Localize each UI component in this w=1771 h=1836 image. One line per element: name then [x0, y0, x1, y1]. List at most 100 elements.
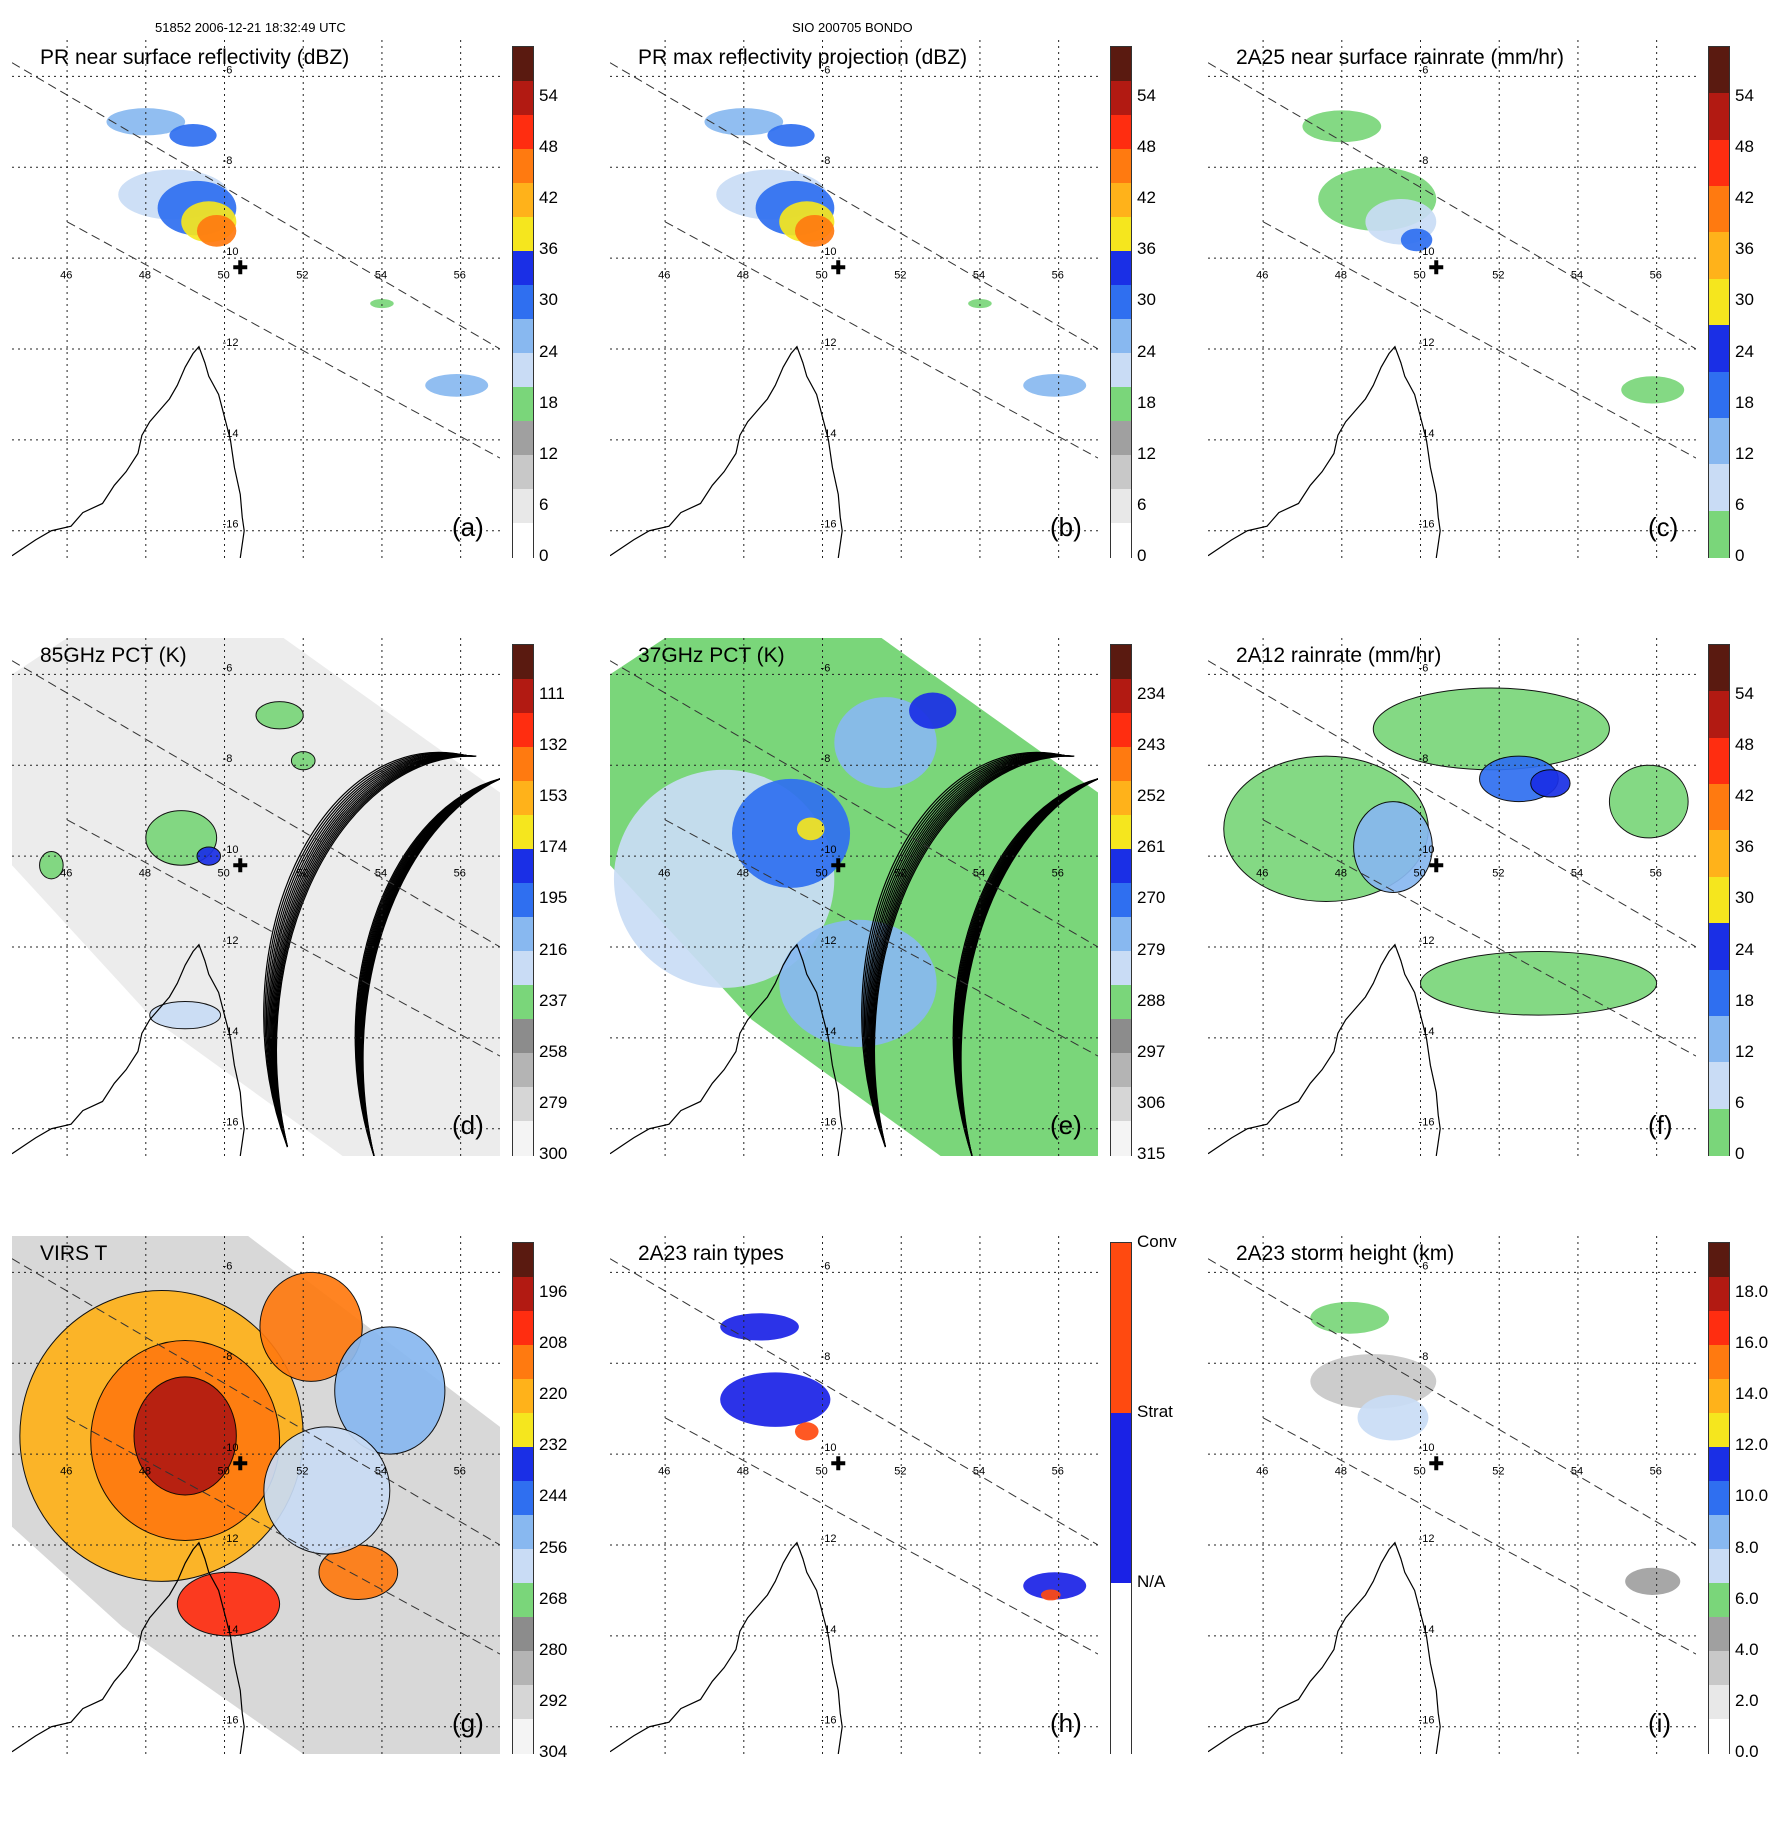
colorbar-tick: 18 [539, 392, 558, 412]
colorbar-segment [513, 1087, 533, 1122]
panel-letter: (a) [452, 512, 484, 542]
lat-label: -6 [223, 64, 233, 76]
rain-cell [779, 919, 937, 1047]
lat-label: -6 [1419, 64, 1429, 76]
scan-arc [269, 754, 472, 1148]
rain-cell [704, 108, 784, 136]
colorbar-segment [513, 985, 533, 1020]
rain-cell [1302, 110, 1382, 143]
colorbar-segment [1111, 815, 1131, 850]
colorbar-segment [513, 849, 533, 884]
lat-label: -12 [223, 1533, 239, 1545]
colorbar-tick: 270 [1137, 888, 1166, 908]
colorbar-tick: 279 [1137, 939, 1166, 959]
storm-center-marker [1429, 260, 1444, 275]
colorbar-tick: 42 [1137, 188, 1156, 208]
map-b: 46 48 50 52 54 56 -6 -8 -10 -12 -14 -16 [610, 40, 1098, 558]
scan-arc [263, 751, 469, 1148]
lon-label: 56 [1052, 868, 1064, 880]
panel-title: PR near surface reflectivity (dBZ) [40, 46, 350, 69]
lat-label: -10 [1419, 1442, 1435, 1454]
colorbar-segment [513, 81, 533, 116]
coastline [610, 1541, 843, 1754]
rain-cell [1372, 687, 1610, 771]
colorbar-segment [513, 319, 533, 354]
coastline [1208, 1541, 1441, 1754]
storm-center-marker [1429, 1456, 1444, 1471]
rain-cell [1625, 1567, 1681, 1595]
colorbar-tick: 36 [539, 239, 558, 259]
panel-h: 46 48 50 52 54 56 -6 -8 -10 -12 -14 -16 2A23 rain ty… [610, 1232, 1210, 1836]
lon-label: 52 [894, 270, 906, 282]
colorbar-segment [513, 645, 533, 680]
lat-label: -8 [1419, 753, 1429, 765]
swath-edge-south [664, 1417, 1098, 1655]
panel-d: 46 48 50 52 54 56 -6 -8 -10 -12 -14 -16 85GHz PCT (K… [12, 638, 612, 1238]
scan-arc [869, 754, 1071, 1148]
panel-title: PR max reflectivity projection (dBZ) [638, 46, 968, 69]
colorbar-segment [513, 1515, 533, 1550]
colorbar-segment [513, 1617, 533, 1652]
rain-cell [263, 1426, 391, 1555]
map-e: 46 48 50 52 54 56 -6 -8 -10 -12 -14 -16 [610, 638, 1098, 1156]
colorbar-segment [1709, 1549, 1729, 1584]
colorbar-tick: 252 [1137, 786, 1166, 806]
lon-label: 46 [1256, 1466, 1268, 1478]
colorbar-tick: 18 [1735, 392, 1754, 412]
rain-cell [334, 1326, 446, 1455]
colorbar-tick: 111 [539, 684, 565, 703]
colorbar-segment [1111, 1243, 1131, 1414]
colorbar-tick: 42 [1735, 188, 1754, 208]
colorbar-tick: 196 [539, 1282, 568, 1301]
colorbar-segment [1111, 985, 1131, 1020]
lat-label: -16 [223, 1715, 239, 1727]
scan-arc [275, 755, 477, 1148]
rain-cell [1310, 1301, 1390, 1334]
lon-label: 50 [1414, 868, 1426, 880]
lon-label: 46 [658, 868, 670, 880]
lon-label: 46 [60, 1466, 72, 1478]
colorbar-tick: 12.0 [1735, 1435, 1769, 1455]
colorbar-segment [1111, 849, 1131, 884]
lat-label: -14 [821, 1026, 837, 1038]
panel-title: 2A23 storm height (km) [1236, 1242, 1455, 1265]
colorbar-segment [1709, 464, 1729, 512]
colorbar-tick: 24 [1137, 341, 1156, 361]
colorbar-segment [513, 183, 533, 218]
storm-center-marker [831, 858, 846, 873]
swath-edge-north [12, 660, 500, 948]
lon-label: 52 [1492, 868, 1504, 880]
colorbar-segment [513, 489, 533, 524]
colorbar-segment [513, 115, 533, 150]
colorbar-tick: 0 [539, 546, 549, 565]
colorbar-tick: 237 [539, 990, 568, 1010]
colorbar-segment [513, 917, 533, 952]
colorbar-segment [513, 523, 533, 558]
colorbar-segment [1709, 1015, 1729, 1064]
colorbar-segment [1111, 645, 1131, 680]
colorbar [1708, 1242, 1730, 1754]
colorbar-segment [1111, 489, 1131, 524]
colorbar-tick: 132 [539, 735, 568, 755]
colorbar-tick: 220 [539, 1384, 568, 1404]
colorbar-segment [1709, 510, 1729, 558]
colorbar-segment [513, 1481, 533, 1516]
colorbar-segment [1709, 417, 1729, 466]
swath-edge-north [1208, 660, 1696, 948]
swath-edge-north [1208, 62, 1696, 350]
lat-label: -16 [821, 1715, 837, 1727]
colorbar-segment [1111, 781, 1131, 816]
lon-label: 54 [973, 270, 985, 282]
colorbar-tick: 42 [539, 188, 558, 208]
colorbar-segment [1709, 1311, 1729, 1346]
lon-label: 52 [894, 1466, 906, 1478]
lat-label: -8 [821, 753, 831, 765]
rain-cell [133, 1376, 237, 1496]
lon-label: 50 [218, 270, 230, 282]
lat-label: -8 [1419, 155, 1429, 167]
panel-title: 37GHz PCT (K) [638, 644, 785, 667]
colorbar-tick: 292 [539, 1690, 568, 1710]
lat-label: -12 [1419, 935, 1435, 947]
colorbar-tick: Conv [1137, 1232, 1177, 1251]
colorbar-segment [1111, 455, 1131, 490]
